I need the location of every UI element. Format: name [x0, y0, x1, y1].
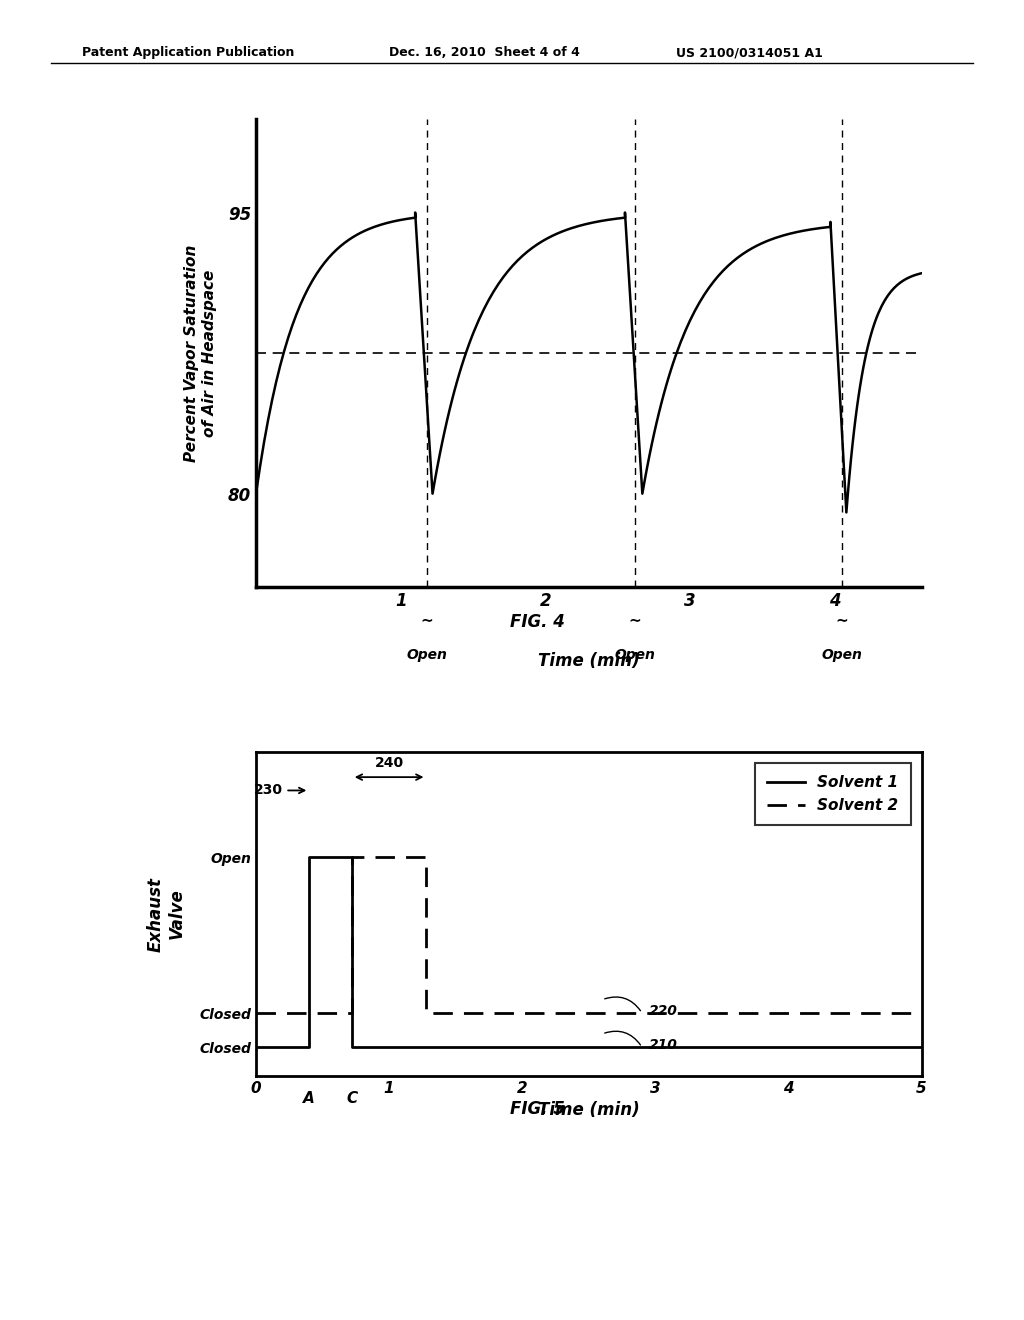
Text: FIG. 5: FIG. 5 — [510, 1100, 565, 1118]
Text: Open: Open — [821, 648, 862, 663]
Text: 230: 230 — [254, 784, 283, 797]
Y-axis label: Exhaust
Valve: Exhaust Valve — [146, 876, 185, 952]
Text: 220: 220 — [649, 1005, 678, 1018]
Text: ∼: ∼ — [421, 614, 433, 628]
Text: Open: Open — [407, 648, 447, 663]
Text: US 2100/0314051 A1: US 2100/0314051 A1 — [676, 46, 822, 59]
Text: C: C — [346, 1092, 357, 1106]
Text: FIG. 4: FIG. 4 — [510, 612, 565, 631]
Text: 210: 210 — [649, 1039, 678, 1052]
Text: Open: Open — [614, 648, 655, 663]
X-axis label: Time (min): Time (min) — [538, 1101, 640, 1119]
Text: ∼: ∼ — [836, 614, 849, 628]
Text: A: A — [303, 1092, 315, 1106]
Text: Patent Application Publication: Patent Application Publication — [82, 46, 294, 59]
Text: Dec. 16, 2010  Sheet 4 of 4: Dec. 16, 2010 Sheet 4 of 4 — [389, 46, 580, 59]
Text: 240: 240 — [375, 755, 403, 770]
Legend: Solvent 1, Solvent 2: Solvent 1, Solvent 2 — [755, 763, 910, 825]
Text: ∼: ∼ — [629, 614, 641, 628]
X-axis label: Time (min): Time (min) — [538, 652, 640, 671]
Y-axis label: Percent Vapor Saturation
of Air in Headspace: Percent Vapor Saturation of Air in Heads… — [184, 244, 217, 462]
